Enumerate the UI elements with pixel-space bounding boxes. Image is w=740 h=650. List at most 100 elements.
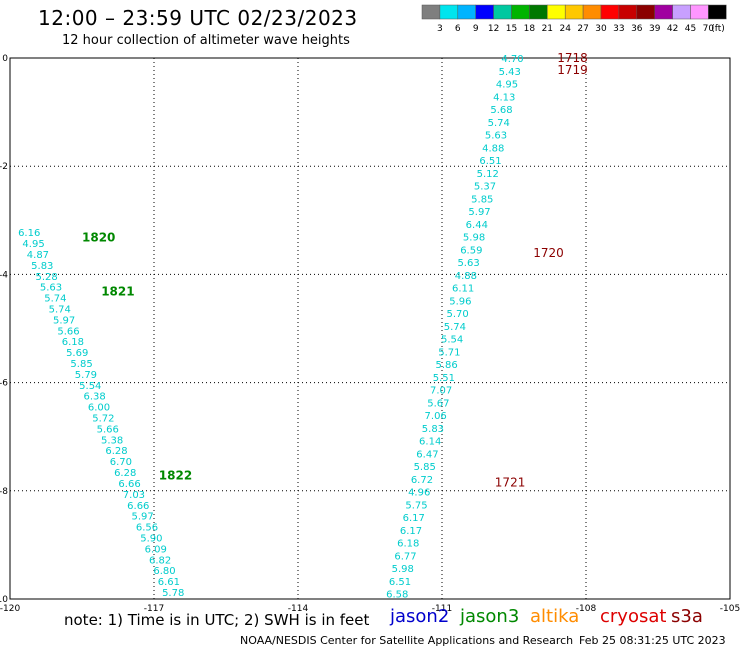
s3a-swh-point: 4.95	[496, 80, 518, 91]
s3a-swh-point: 7.07	[430, 386, 452, 397]
s3a-swh-point: 5.67	[427, 398, 449, 409]
x-tick-label: -105	[720, 604, 740, 614]
jason3-swh-point: 6.38	[84, 392, 106, 403]
jason3-swh-point: 5.97	[53, 315, 75, 326]
jason3-swh-point: 6.82	[149, 555, 171, 566]
colorbar-label: 9	[473, 24, 479, 34]
jason3-swh-point: 6.09	[145, 544, 167, 555]
s3a-swh-point: 5.37	[474, 182, 496, 193]
jason3-swh-point: 6.16	[18, 228, 40, 239]
colorbar-label: 18	[524, 24, 536, 34]
s3a-time-label: 1718	[557, 51, 588, 65]
colorbar-label: 70	[703, 24, 715, 34]
jason3-swh-point: 5.85	[70, 359, 92, 370]
s3a-swh-point: 5.75	[405, 500, 427, 511]
s3a-swh-point: 6.17	[400, 526, 422, 537]
mission-label-jason2: jason2	[390, 606, 450, 627]
mission-label-altika: altika	[530, 606, 580, 627]
s3a-swh-point: 6.18	[397, 539, 419, 550]
s3a-swh-point: 5.68	[490, 105, 512, 116]
jason3-time-label: 1820	[82, 231, 115, 245]
s3a-swh-point: 6.58	[386, 590, 408, 601]
jason3-swh-point: 6.70	[110, 457, 132, 468]
s3a-swh-point: 6.47	[416, 449, 438, 460]
s3a-swh-point: 5.63	[485, 131, 507, 142]
jason3-swh-point: 5.63	[40, 283, 62, 294]
colorbar-label: 12	[488, 24, 499, 34]
jason3-time-label: 1822	[159, 469, 192, 483]
s3a-time-label: 1720	[533, 246, 564, 260]
s3a-swh-point: 5.83	[422, 424, 444, 435]
s3a-swh-point: 5.51	[433, 373, 455, 384]
y-tick-label: -4	[0, 270, 8, 280]
mission-label-jason3: jason3	[460, 606, 520, 627]
jason3-swh-point: 6.80	[153, 566, 175, 577]
colorbar-label: 45	[685, 24, 696, 34]
y-tick-label: -10	[0, 595, 8, 605]
s3a-swh-point: 6.51	[389, 577, 411, 588]
colorbar-label: 21	[542, 24, 553, 34]
footer-org: NOAA/NESDIS Center for Satellite Applica…	[240, 634, 574, 647]
colorbar-label: 39	[649, 24, 661, 34]
colorbar-label: 3	[437, 24, 443, 34]
jason3-swh-point: 6.18	[62, 337, 84, 348]
colorbar-legend: 3 6 9 12 15 18 21 24 27 30 33 36 39 42 45 70(ft)	[421, 4, 727, 34]
s3a-swh-point: 5.43	[499, 67, 521, 78]
s3a-time-label: 1721	[495, 476, 526, 490]
chart-subtitle: 12 hour collection of altimeter wave hei…	[62, 33, 350, 48]
s3a-swh-point: 6.72	[411, 475, 433, 486]
jason3-swh-point: 6.66	[118, 479, 140, 490]
y-tick-label: -2	[0, 162, 8, 172]
jason3-swh-point: 5.79	[75, 370, 97, 381]
plot-frame	[9, 57, 731, 600]
colorbar-label: 42	[667, 24, 678, 34]
jason3-swh-point: 5.74	[49, 305, 71, 316]
jason3-swh-point: 5.38	[101, 435, 123, 446]
note-text: note: 1) Time is in UTC; 2) SWH is in fe…	[64, 611, 370, 629]
s3a-swh-point: 5.96	[449, 296, 471, 307]
mission-label-s3a: s3a	[671, 606, 703, 627]
jason3-swh-point: 6.00	[88, 403, 110, 414]
jason3-swh-point: 6.28	[105, 446, 127, 457]
s3a-swh-point: 6.44	[466, 220, 488, 231]
jason3-time-label: 1821	[101, 285, 134, 299]
jason3-swh-point: 4.95	[22, 239, 44, 250]
s3a-swh-point: 6.59	[460, 245, 482, 256]
s3a-swh-point: 6.77	[394, 551, 416, 562]
s3a-swh-point: 5.85	[414, 462, 436, 473]
jason3-swh-point: 5.54	[79, 381, 101, 392]
jason3-swh-point: 6.56	[136, 523, 158, 534]
s3a-swh-point: 6.11	[452, 284, 474, 295]
s3a-time-label: 1719	[557, 63, 588, 77]
colorbar-label: 27	[577, 24, 588, 34]
jason3-swh-point: 5.74	[44, 294, 66, 305]
s3a-swh-point: 4.13	[493, 92, 515, 103]
jason3-swh-point: 6.61	[158, 577, 180, 588]
s3a-swh-point: 5.85	[471, 194, 493, 205]
s3a-swh-point: 5.63	[457, 258, 479, 269]
s3a-swh-point: 5.98	[392, 564, 414, 575]
s3a-swh-point: 5.70	[446, 309, 468, 320]
jason3-swh-point: 5.28	[36, 272, 58, 283]
jason3-swh-point: 5.66	[57, 326, 79, 337]
colorbar-label: 33	[613, 24, 624, 34]
jason3-swh-point: 5.69	[66, 348, 88, 359]
y-tick-label: 0	[2, 54, 8, 64]
x-tick-label: -111	[432, 604, 452, 614]
s3a-swh-point: 5.71	[438, 347, 460, 358]
s3a-swh-point: 5.74	[488, 118, 510, 129]
s3a-swh-point: 6.17	[403, 513, 425, 524]
s3a-swh-point: 4.88	[455, 271, 477, 282]
s3a-swh-point: 7.06	[425, 411, 447, 422]
s3a-swh-point: 5.98	[463, 233, 485, 244]
x-tick-label: -120	[0, 604, 20, 614]
jason3-swh-point: 5.72	[92, 414, 114, 425]
jason3-swh-point: 5.83	[31, 261, 53, 272]
colorbar-label: 15	[506, 24, 517, 34]
jason3-swh-point: 5.66	[97, 424, 119, 435]
jason3-swh-point: 7.03	[123, 490, 145, 501]
y-tick-label: -8	[0, 487, 8, 497]
jason3-swh-point: 5.90	[140, 533, 162, 544]
colorbar-label: 24	[559, 24, 571, 34]
x-tick-label: -114	[288, 604, 309, 614]
